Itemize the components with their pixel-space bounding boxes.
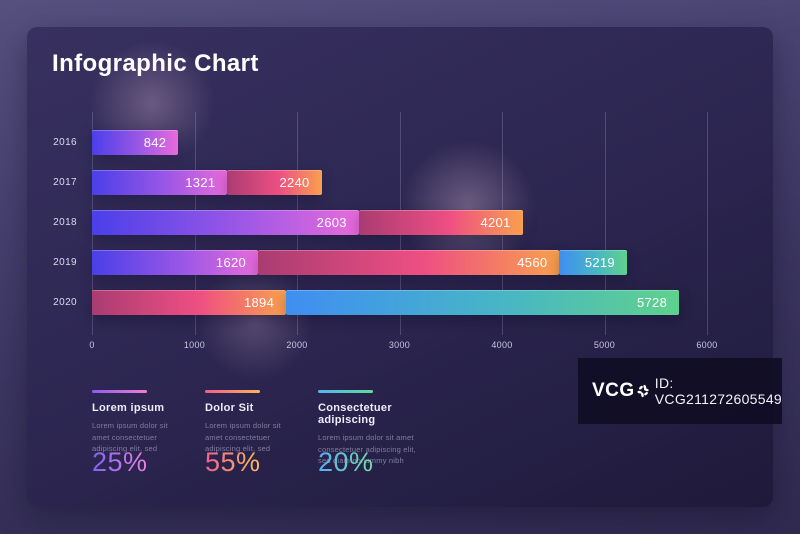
bar-segment-2019-purple-pink: 1620 [92,250,259,275]
year-label: 2017 [53,177,77,188]
bar-segment-2019-blue-green: 5219 [559,250,627,275]
year-label: 2019 [53,257,77,268]
axis-tick-label: 0 [89,340,95,350]
bar-segment-2019-pink-orange: 4560 [258,250,560,275]
year-label: 2018 [53,217,77,228]
year-label: 2020 [53,297,77,308]
axis-tick-label: 5000 [593,340,616,350]
bar-value-label: 4201 [480,215,511,230]
bar-segment-2020-blue-green: 5728 [286,290,680,315]
axis-tick-label: 4000 [491,340,513,350]
watermark-band: VCG ID: VCG211272605549 [578,358,782,424]
watermark-id-text: ID: VCG211272605549 [654,375,782,407]
axis-tick-label: 2000 [286,340,308,350]
bar-value-label: 1321 [185,175,216,190]
vcg-pinwheel-icon [637,384,649,398]
infographic-card: Infographic Chart 0 1000 2000 3000 4000 5000 6… [27,27,773,507]
bar-value-label: 1620 [215,255,247,270]
vcg-logo-text: VCG [592,380,635,401]
axis-tick-label: 3000 [388,340,411,350]
bar-segment-2016-purple-pink: 842 [92,130,179,155]
axis-tick-label: 6000 [696,340,718,350]
bar-segment-2017-purple-pink: 1321 [92,170,228,195]
bar-value-label: 842 [143,135,167,150]
bar-value-label: 5219 [584,255,615,270]
bar-segment-2020-pink-orange: 1894 [92,290,287,315]
bar-segment-2018-pink-orange: 4201 [358,210,523,235]
gridline [707,112,708,335]
axis-tick-label: 1000 [183,340,206,350]
page-title: Infographic Chart [52,50,259,77]
bar-value-label: 1894 [244,295,275,310]
bar-value-label: 4560 [517,255,548,270]
gridline [604,112,606,335]
bar-value-label: 5728 [636,295,668,310]
chart-area: 0 1000 2000 3000 4000 5000 6000 2016 842 2017 1321… [27,27,773,507]
bar-value-label: 2240 [279,175,310,190]
year-label: 2016 [53,137,77,148]
bar-segment-2018-purple-pink: 2603 [92,210,359,235]
bar-segment-2017-pink-orange: 2240 [227,170,322,195]
bar-value-label: 2603 [316,215,347,230]
